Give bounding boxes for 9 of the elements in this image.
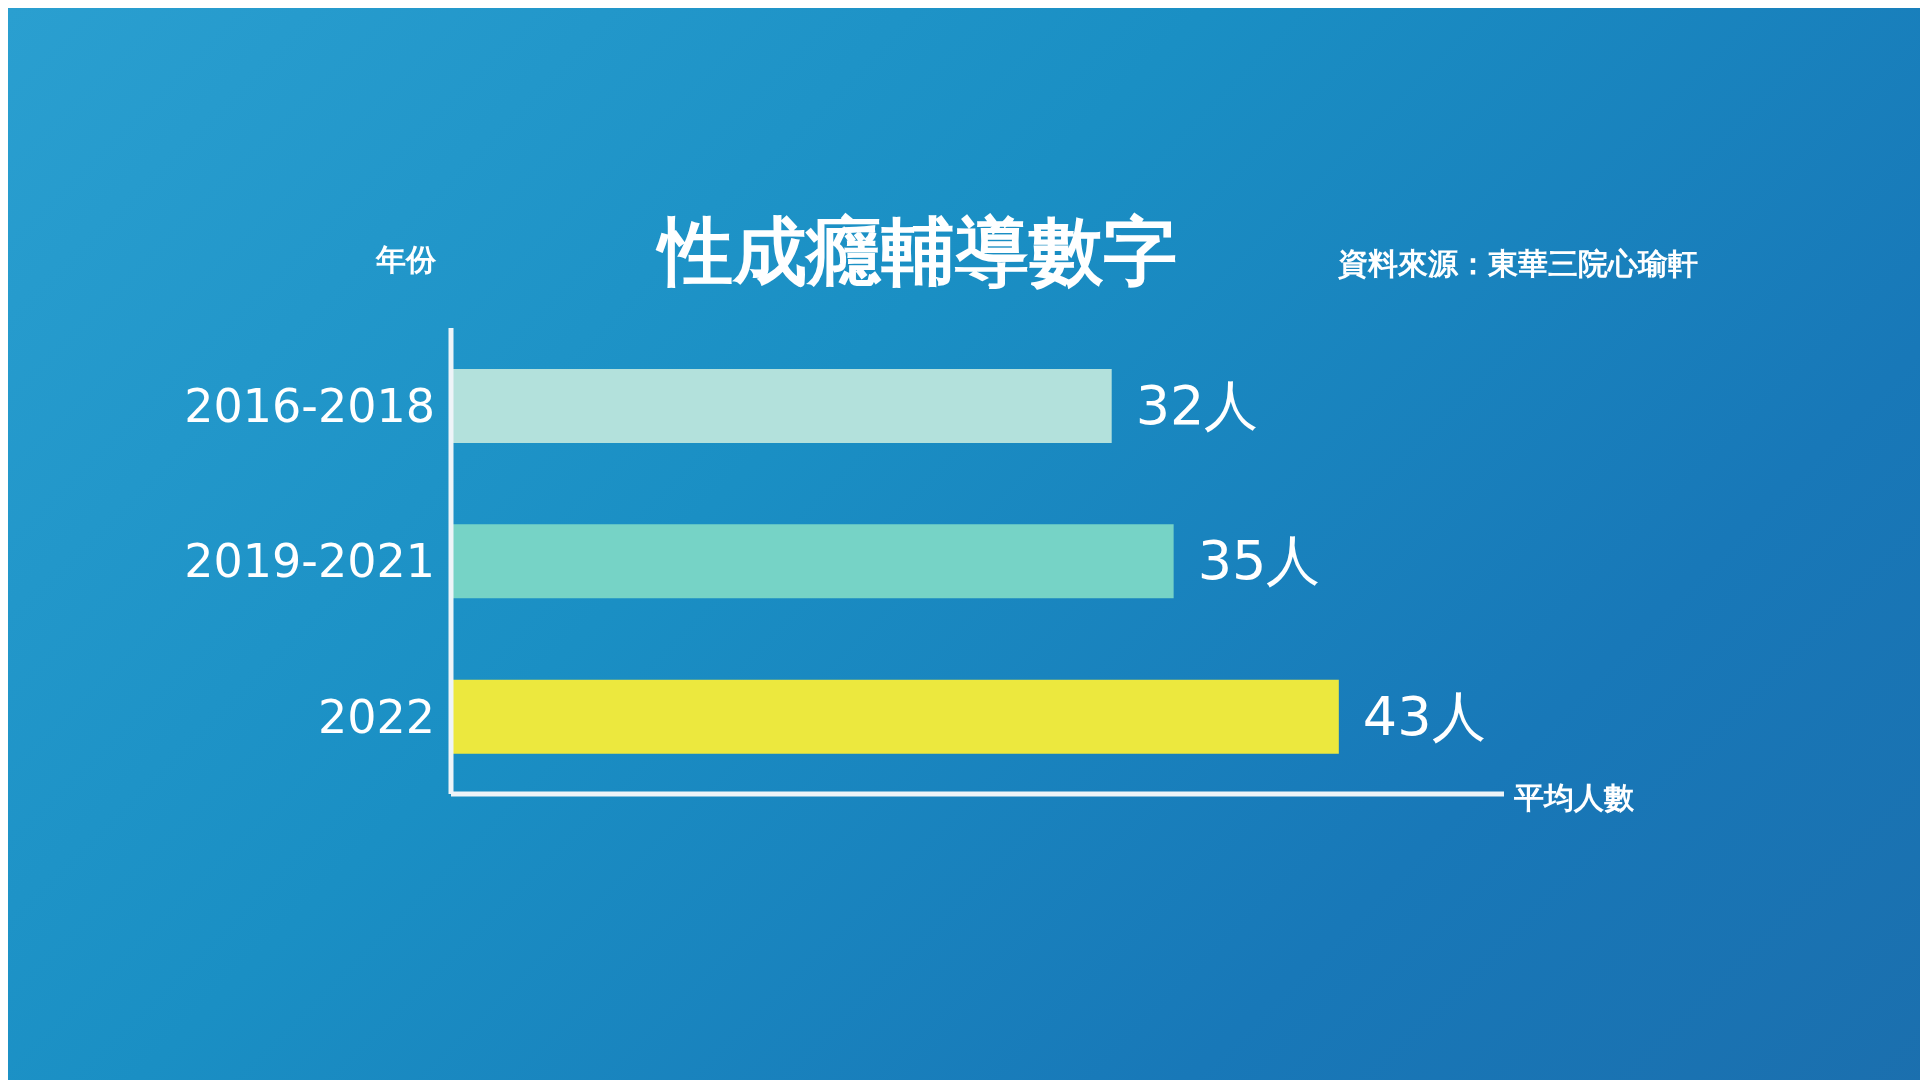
data-label: 43人: [1362, 684, 1486, 748]
y-tick-label: 2022: [317, 689, 435, 744]
data-label: 32人: [1135, 374, 1259, 437]
source-note: 資料來源：東華三院心瑜軒: [1338, 245, 1698, 283]
y-axis-title: 年份: [376, 241, 436, 279]
x-axis-title: 平均人數: [1514, 779, 1634, 817]
data-label: 35人: [1197, 529, 1321, 593]
y-tick-label: 2019-2021: [184, 534, 435, 589]
y-tick-label: 2016-2018: [184, 379, 435, 433]
